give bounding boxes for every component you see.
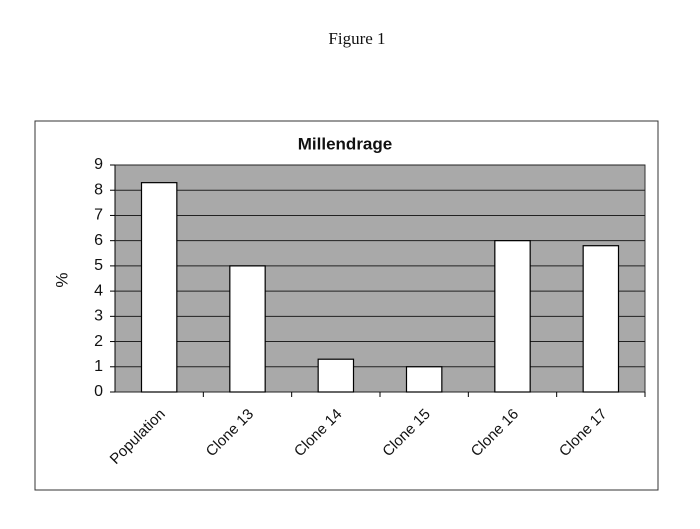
y-tick-label: 9 bbox=[94, 156, 103, 173]
chart-title: Millendrage bbox=[298, 134, 392, 153]
y-tick-label: 7 bbox=[94, 207, 103, 224]
plot-area bbox=[114, 164, 646, 393]
bar bbox=[582, 245, 620, 393]
y-tick-label: 3 bbox=[94, 308, 103, 325]
x-tick-label: Clone 15 bbox=[379, 406, 433, 460]
bar bbox=[140, 182, 178, 393]
y-tick-label: 4 bbox=[94, 282, 103, 299]
x-tick-label: Clone 17 bbox=[556, 406, 610, 460]
bar bbox=[229, 265, 266, 393]
y-tick-label: 2 bbox=[94, 333, 103, 350]
bar bbox=[317, 358, 355, 393]
y-tick-label: 1 bbox=[94, 358, 103, 375]
y-tick-label: 0 bbox=[94, 383, 103, 400]
bar bbox=[494, 240, 531, 393]
y-tick-label: 6 bbox=[94, 232, 103, 249]
x-tick-label: Clone 13 bbox=[203, 406, 257, 460]
y-tick-label: 8 bbox=[94, 181, 103, 198]
y-axis-label: % bbox=[52, 272, 71, 287]
figure-label: Figure 1 bbox=[328, 29, 385, 48]
chart-frame bbox=[34, 120, 659, 491]
x-tick-label: Clone 16 bbox=[468, 406, 522, 460]
x-tick-label: Clone 14 bbox=[291, 406, 345, 460]
bar bbox=[405, 366, 443, 393]
y-tick-label: 5 bbox=[94, 257, 103, 274]
x-tick-label: Population bbox=[107, 406, 169, 468]
